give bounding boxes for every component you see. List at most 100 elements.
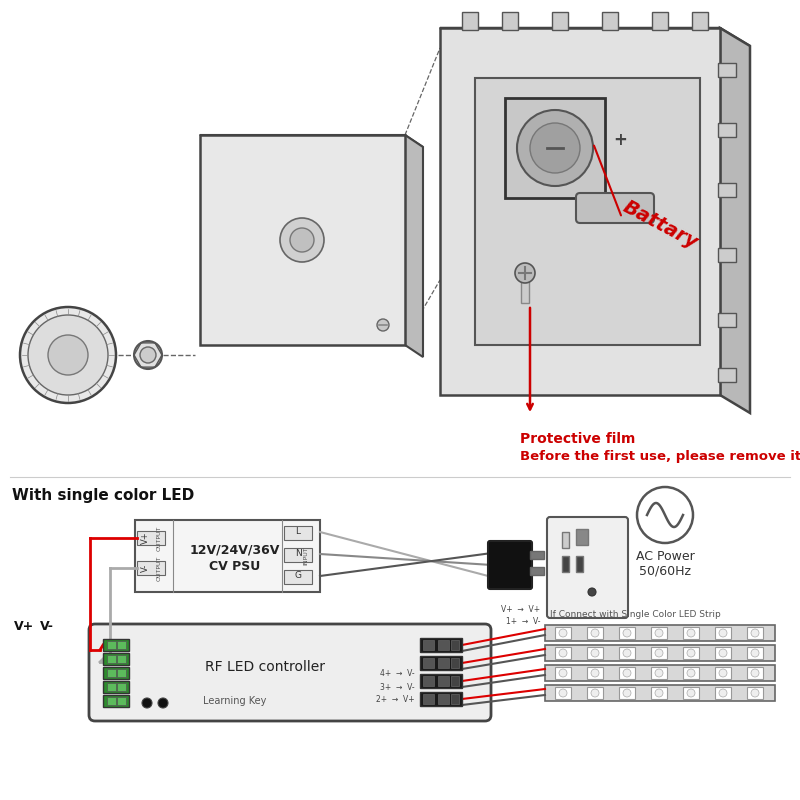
FancyBboxPatch shape [530, 551, 544, 559]
Circle shape [719, 669, 727, 677]
Circle shape [377, 319, 389, 331]
FancyBboxPatch shape [619, 647, 635, 659]
FancyBboxPatch shape [587, 627, 603, 639]
FancyBboxPatch shape [103, 667, 129, 679]
Circle shape [591, 689, 599, 697]
FancyBboxPatch shape [576, 193, 654, 223]
Polygon shape [720, 28, 750, 413]
FancyBboxPatch shape [137, 561, 165, 575]
Circle shape [655, 669, 663, 677]
FancyBboxPatch shape [547, 517, 628, 618]
FancyBboxPatch shape [715, 667, 731, 679]
Circle shape [623, 689, 631, 697]
FancyBboxPatch shape [747, 647, 763, 659]
Circle shape [559, 629, 567, 637]
FancyBboxPatch shape [103, 639, 129, 651]
FancyBboxPatch shape [521, 281, 529, 303]
Text: 2+  →  V+: 2+ → V+ [376, 695, 415, 705]
Circle shape [559, 649, 567, 657]
FancyBboxPatch shape [576, 556, 583, 572]
FancyBboxPatch shape [117, 697, 126, 705]
Text: AC Power
50/60Hz: AC Power 50/60Hz [636, 550, 694, 578]
FancyBboxPatch shape [420, 638, 462, 652]
Circle shape [655, 629, 663, 637]
Text: OUTPUT: OUTPUT [157, 526, 162, 550]
Circle shape [28, 315, 108, 395]
Circle shape [591, 669, 599, 677]
FancyBboxPatch shape [545, 685, 775, 701]
Circle shape [655, 689, 663, 697]
Text: Battary: Battary [620, 198, 702, 253]
FancyBboxPatch shape [502, 12, 518, 30]
FancyBboxPatch shape [619, 667, 635, 679]
FancyBboxPatch shape [718, 368, 736, 382]
FancyBboxPatch shape [718, 63, 736, 77]
FancyBboxPatch shape [587, 667, 603, 679]
Text: V+  →  V+: V+ → V+ [501, 606, 540, 614]
FancyBboxPatch shape [683, 667, 699, 679]
Circle shape [280, 218, 324, 262]
FancyBboxPatch shape [718, 248, 736, 262]
Text: V+: V+ [141, 532, 150, 544]
Circle shape [687, 669, 695, 677]
FancyBboxPatch shape [692, 12, 708, 30]
FancyBboxPatch shape [107, 655, 116, 663]
FancyBboxPatch shape [420, 692, 462, 706]
FancyBboxPatch shape [462, 12, 478, 30]
Circle shape [751, 629, 759, 637]
FancyBboxPatch shape [420, 656, 462, 670]
FancyBboxPatch shape [555, 667, 571, 679]
FancyBboxPatch shape [552, 12, 568, 30]
FancyBboxPatch shape [420, 674, 462, 688]
FancyBboxPatch shape [562, 556, 569, 572]
Polygon shape [440, 28, 750, 46]
Text: RF LED controller: RF LED controller [205, 660, 325, 674]
Text: 4+  →  V-: 4+ → V- [380, 670, 415, 678]
Text: V-: V- [141, 564, 150, 572]
FancyBboxPatch shape [451, 658, 459, 668]
Text: If Connect with Single Color LED Strip: If Connect with Single Color LED Strip [550, 610, 721, 619]
Circle shape [530, 123, 580, 173]
FancyBboxPatch shape [715, 647, 731, 659]
Circle shape [591, 629, 599, 637]
Circle shape [623, 649, 631, 657]
Circle shape [20, 307, 116, 403]
Text: L: L [295, 527, 301, 537]
FancyBboxPatch shape [107, 697, 116, 705]
FancyBboxPatch shape [107, 683, 116, 691]
Circle shape [623, 669, 631, 677]
FancyBboxPatch shape [137, 531, 165, 545]
FancyBboxPatch shape [423, 676, 434, 686]
Text: Before the first use, please remove it: Before the first use, please remove it [520, 450, 800, 463]
FancyBboxPatch shape [619, 687, 635, 699]
FancyBboxPatch shape [451, 640, 459, 650]
FancyBboxPatch shape [284, 548, 312, 562]
FancyBboxPatch shape [440, 28, 720, 395]
FancyBboxPatch shape [423, 694, 434, 704]
Text: G: G [294, 571, 302, 581]
Text: 1+  →  V-: 1+ → V- [506, 618, 540, 626]
FancyBboxPatch shape [718, 183, 736, 197]
Text: +: + [613, 131, 627, 149]
FancyBboxPatch shape [555, 687, 571, 699]
FancyBboxPatch shape [117, 669, 126, 677]
Circle shape [719, 689, 727, 697]
FancyBboxPatch shape [475, 78, 700, 345]
FancyBboxPatch shape [530, 567, 544, 575]
Text: Protective film: Protective film [520, 432, 635, 446]
FancyBboxPatch shape [107, 669, 116, 677]
Polygon shape [405, 135, 423, 357]
Circle shape [158, 698, 168, 708]
FancyBboxPatch shape [135, 520, 320, 592]
FancyBboxPatch shape [562, 532, 569, 548]
Circle shape [517, 110, 593, 186]
Text: N: N [294, 550, 302, 558]
FancyBboxPatch shape [619, 627, 635, 639]
Circle shape [140, 347, 156, 363]
Circle shape [588, 588, 596, 596]
FancyBboxPatch shape [284, 570, 312, 584]
FancyBboxPatch shape [505, 98, 605, 198]
Text: V+: V+ [14, 619, 34, 633]
FancyBboxPatch shape [651, 667, 667, 679]
FancyBboxPatch shape [683, 647, 699, 659]
